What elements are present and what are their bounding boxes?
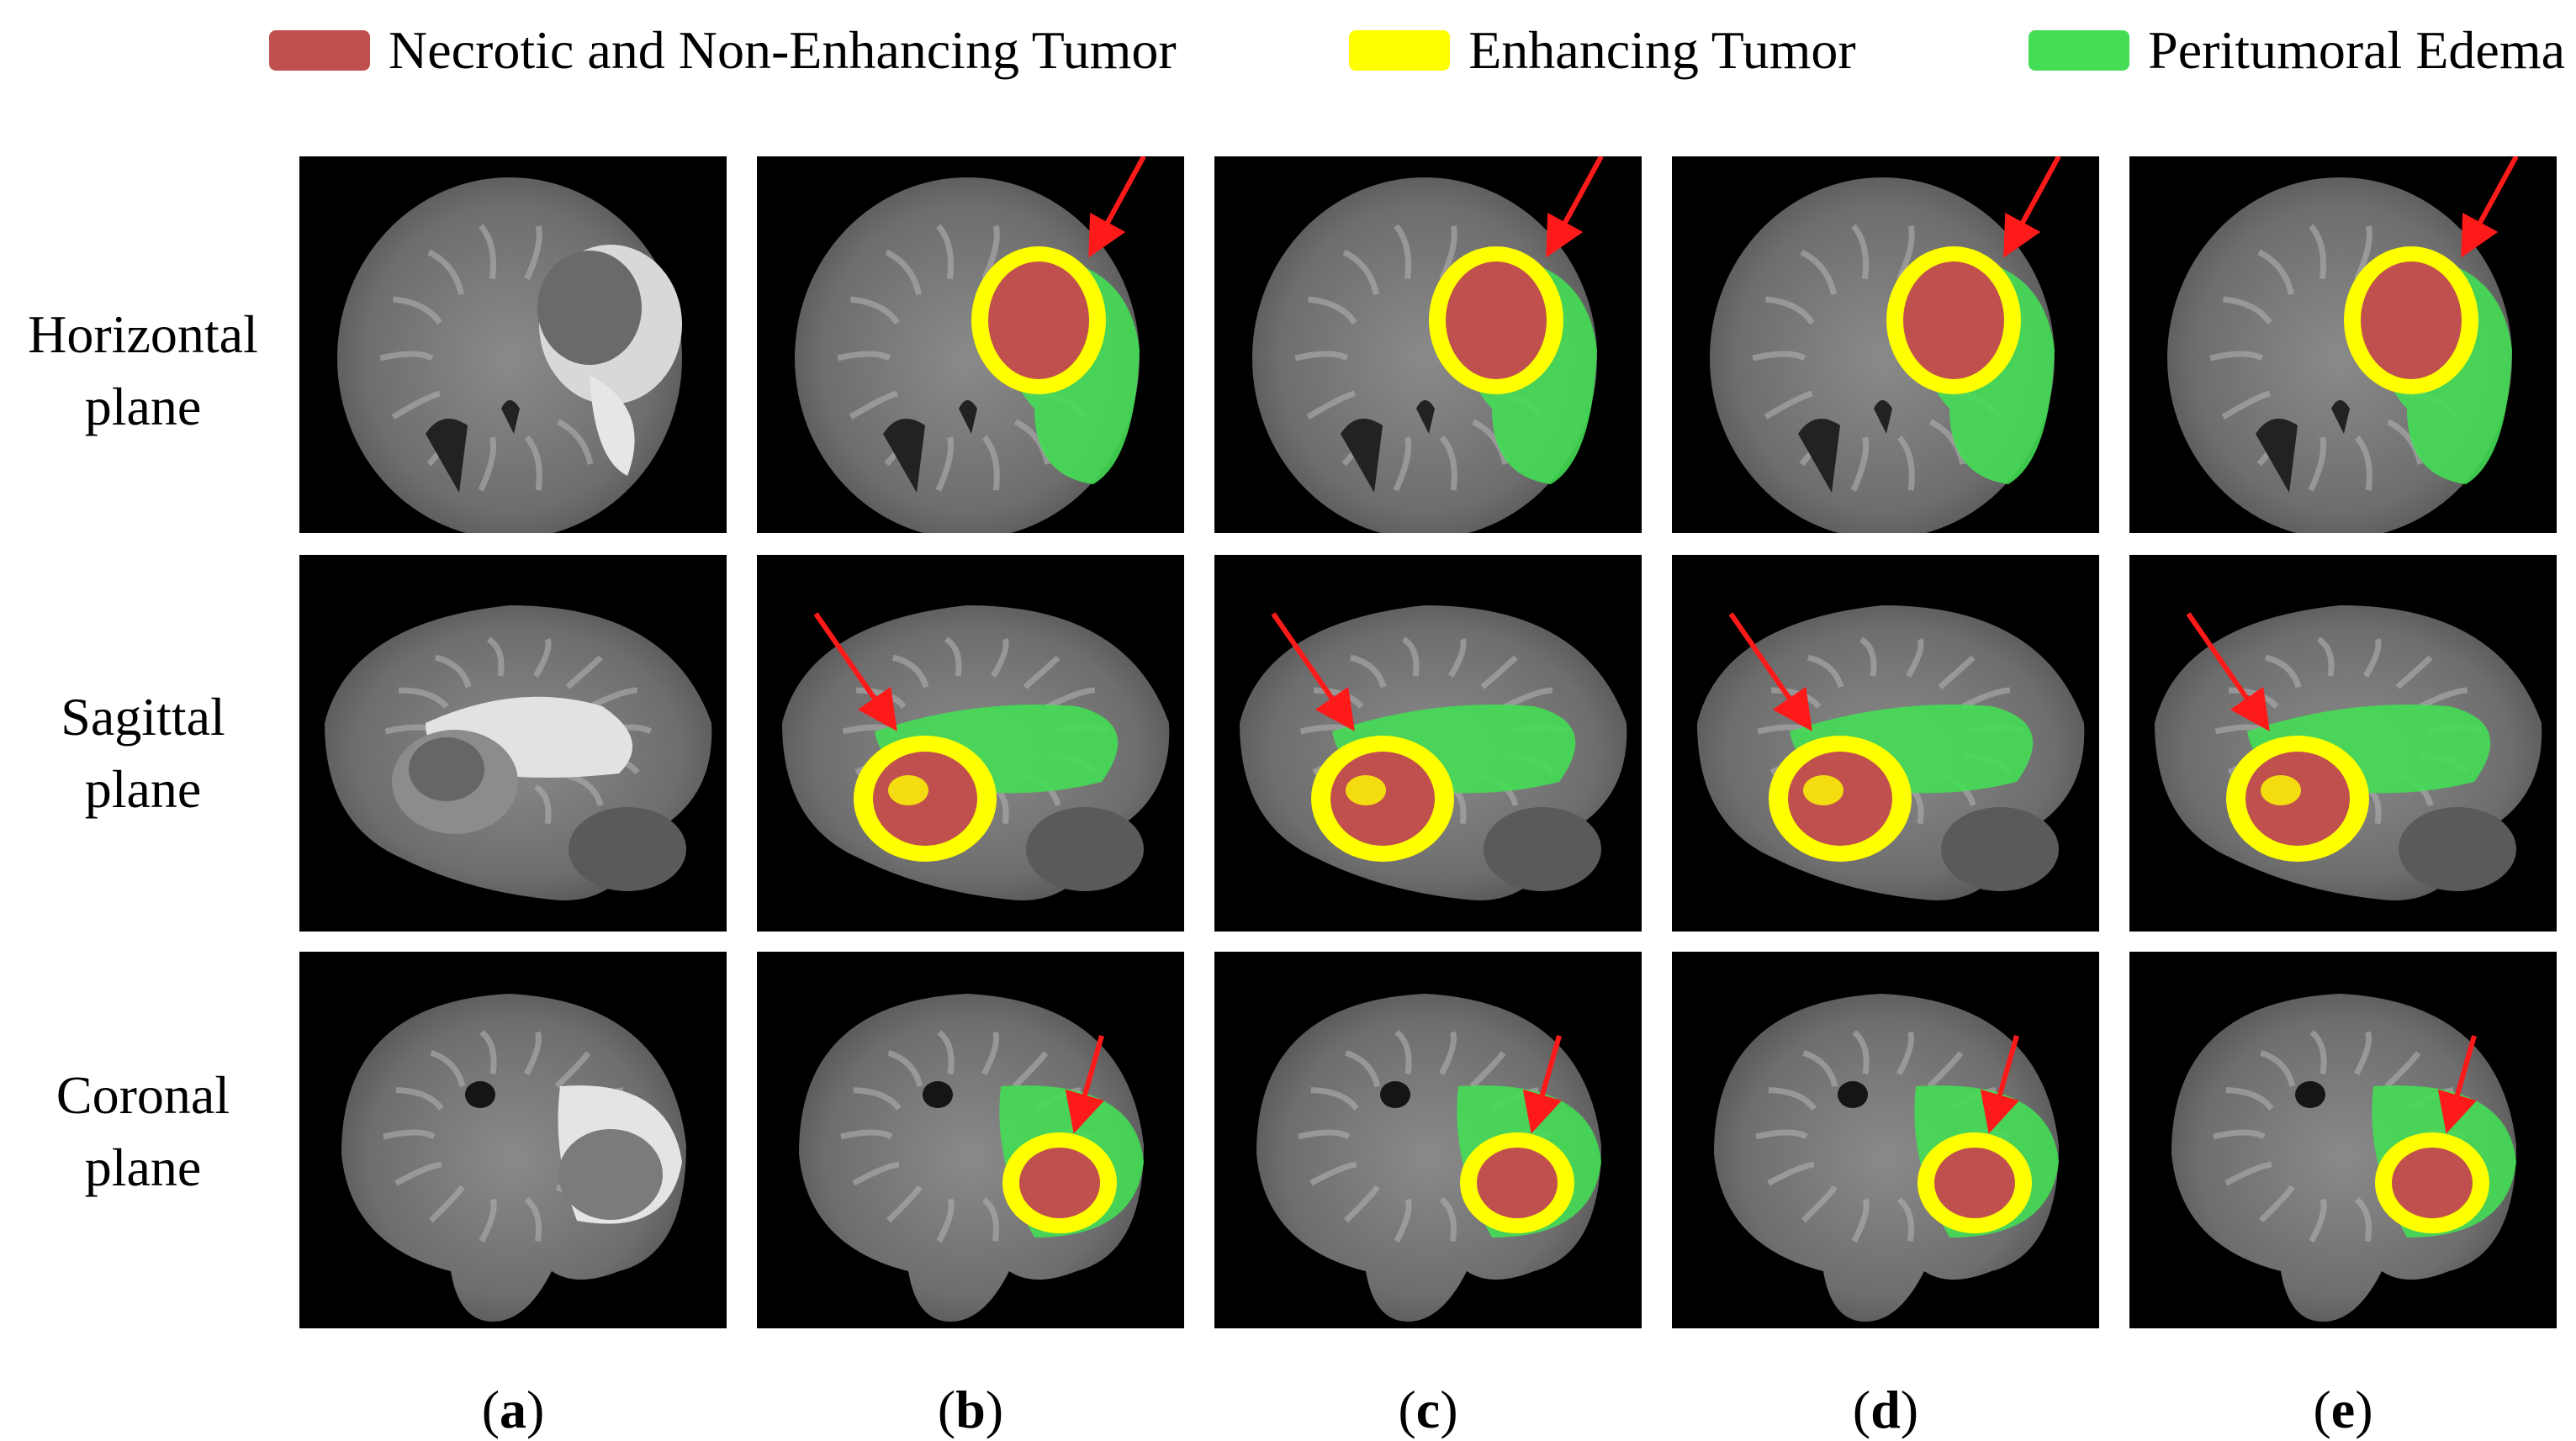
row-label-coronal-line2: plane (84, 1137, 202, 1197)
mri-panel-sagittal-c (1214, 555, 1642, 932)
mri-panel-horizontal-a (299, 156, 727, 533)
legend-swatch-enhancing (1349, 30, 1451, 71)
legend-swatch-necrotic (269, 30, 370, 71)
column-letter-d: d (1870, 1380, 1901, 1439)
mri-panel-coronal-e (2129, 952, 2557, 1328)
mri-image-horizontal-c (1252, 156, 1604, 533)
legend-item-enhancing: Enhancing Tumor (1349, 19, 1856, 82)
row-label-horizontal-line1: Horizontal (28, 304, 258, 364)
legend-item-necrotic: Necrotic and Non-Enhancing Tumor (269, 19, 1177, 82)
row-label-sagittal-line1: Sagittal (61, 687, 225, 747)
column-label-e: (e) (2313, 1380, 2373, 1439)
legend-label-necrotic: Necrotic and Non-Enhancing Tumor (389, 20, 1177, 80)
mri-image-coronal-b (799, 994, 1144, 1322)
mri-panel-coronal-d (1672, 952, 2099, 1328)
legend-item-edema: Peritumoral Edema (2029, 19, 2565, 82)
mri-image-horizontal-e (2167, 156, 2519, 533)
column-letter-c: c (1415, 1380, 1441, 1439)
mri-panel-sagittal-b (757, 555, 1184, 932)
mri-image-sagittal-c (1240, 605, 1627, 900)
mri-image-horizontal-b (795, 156, 1146, 533)
mri-image-sagittal-e (2155, 605, 2542, 900)
mri-panel-horizontal-d (1672, 156, 2099, 533)
mri-panel-sagittal-d (1672, 555, 2099, 932)
mri-panel-horizontal-e (2129, 156, 2557, 533)
column-letter-a: a (500, 1380, 526, 1439)
mri-image-horizontal-a (337, 177, 682, 533)
column-label-d: (d) (1852, 1380, 1919, 1439)
legend-label-enhancing: Enhancing Tumor (1468, 20, 1856, 80)
mri-image-horizontal-d (1710, 156, 2061, 533)
mri-image-sagittal-b (782, 605, 1170, 900)
row-label-sagittal-line2: plane (84, 759, 202, 819)
mri-image-sagittal-d (1697, 605, 2085, 900)
column-label-b: (b) (937, 1380, 1004, 1439)
row-label-coronal-line1: Coronal (56, 1065, 230, 1125)
row-label-horizontal: Horizontal plane (0, 298, 286, 443)
mri-panel-sagittal-e (2129, 555, 2557, 932)
mri-image-coronal-c (1256, 994, 1601, 1322)
legend: Necrotic and Non-Enhancing Tumor Enhanci… (269, 17, 2565, 84)
row-label-horizontal-line2: plane (84, 377, 202, 436)
row-label-coronal: Coronal plane (0, 1059, 286, 1204)
mri-image-coronal-e (2171, 994, 2516, 1322)
mri-panel-horizontal-c (1214, 156, 1642, 533)
mri-image-coronal-d (1714, 994, 2059, 1322)
column-label-a: (a) (481, 1380, 545, 1439)
mri-panel-horizontal-b (757, 156, 1184, 533)
legend-label-edema: Peritumoral Edema (2148, 20, 2565, 80)
mri-panel-coronal-c (1214, 952, 1642, 1328)
legend-swatch-edema (2029, 30, 2130, 71)
mri-image-coronal-a (341, 994, 686, 1322)
column-letter-b: b (955, 1380, 986, 1439)
mri-image-sagittal-a (325, 605, 712, 900)
row-label-sagittal: Sagittal plane (0, 681, 286, 826)
mri-panel-sagittal-a (299, 555, 727, 932)
mri-panel-coronal-b (757, 952, 1184, 1328)
column-letter-e: e (2330, 1380, 2356, 1439)
column-label-c: (c) (1398, 1380, 1458, 1439)
mri-panel-coronal-a (299, 952, 727, 1328)
